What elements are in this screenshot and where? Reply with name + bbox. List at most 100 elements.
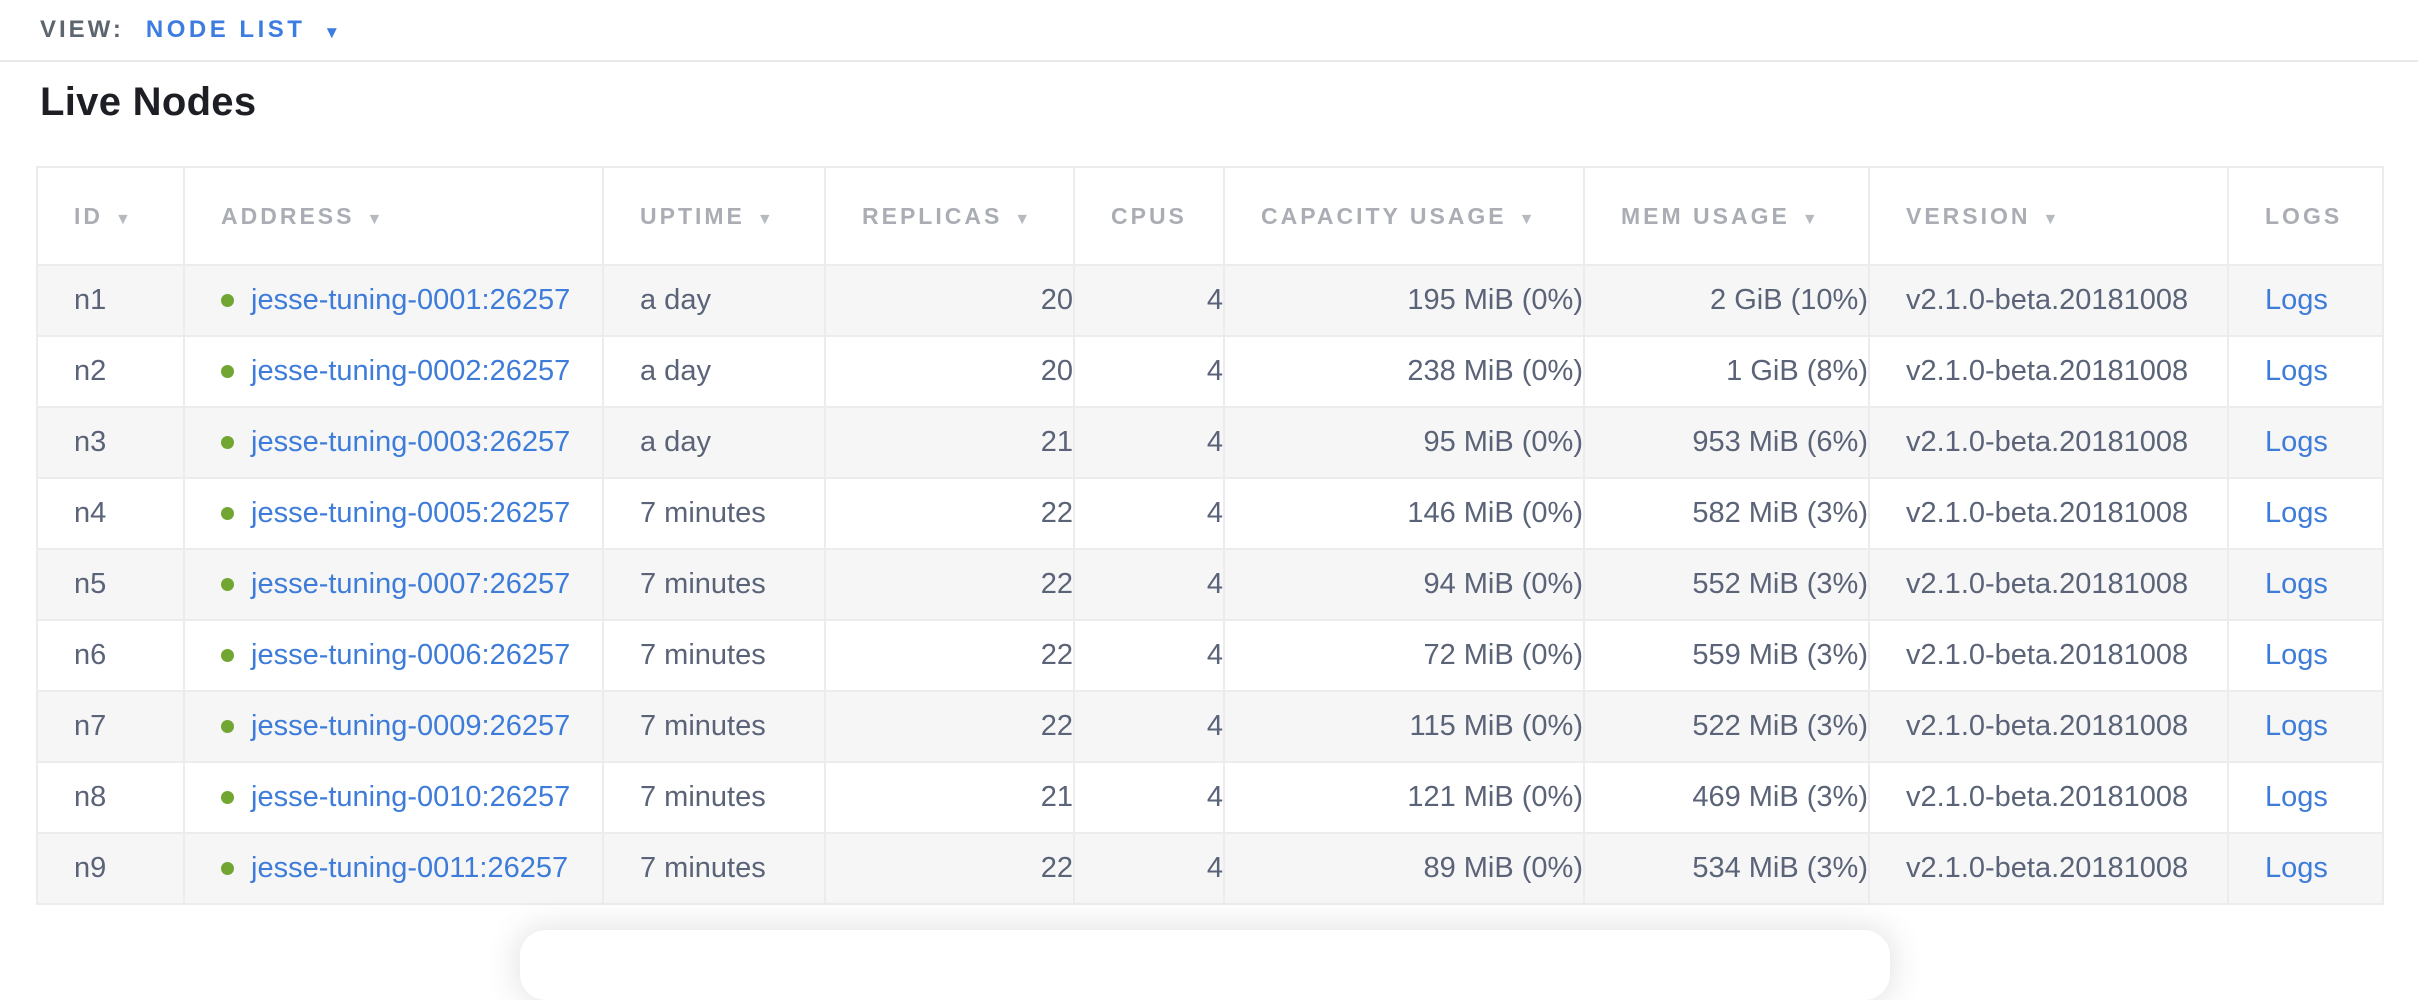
cell-replicas: 20 — [824, 264, 1075, 337]
cell-uptime: 7 minutes — [602, 548, 826, 621]
column-label: REPLICAS — [862, 202, 1003, 229]
column-header-capacity[interactable]: CAPACITY USAGE ▼ — [1223, 166, 1585, 266]
cell-version: v2.1.0-beta.20181008 — [1868, 619, 2229, 692]
page-title: Live Nodes — [40, 80, 257, 124]
cell-address: jesse-tuning-0009:26257 — [183, 690, 604, 763]
logs-link[interactable]: Logs — [2265, 497, 2328, 529]
cell-replicas: 22 — [824, 477, 1075, 550]
cell-replicas: 21 — [824, 406, 1075, 479]
sort-desc-icon: ▼ — [1014, 210, 1034, 228]
cell-cpus: 4 — [1073, 335, 1225, 408]
cell-logs: Logs — [2227, 619, 2384, 692]
logs-link[interactable]: Logs — [2265, 710, 2328, 742]
cell-uptime: a day — [602, 264, 826, 337]
cell-version: v2.1.0-beta.20181008 — [1868, 477, 2229, 550]
cell-address: jesse-tuning-0003:26257 — [183, 406, 604, 479]
cell-version: v2.1.0-beta.20181008 — [1868, 548, 2229, 621]
logs-link[interactable]: Logs — [2265, 781, 2328, 813]
table-header: ID ▼ ADDRESS ▼ UPTIME ▼ REPLICAS ▼ CPUS CAPACITY … — [36, 166, 2384, 266]
logs-link[interactable]: Logs — [2265, 852, 2328, 884]
column-header-mem[interactable]: MEM USAGE ▼ — [1583, 166, 1870, 266]
node-live-status-dot-icon — [221, 862, 234, 875]
cell-logs: Logs — [2227, 690, 2384, 763]
cell-capacity: 121 MiB (0%) — [1223, 761, 1585, 834]
cell-version: v2.1.0-beta.20181008 — [1868, 690, 2229, 763]
node-address-link[interactable]: jesse-tuning-0005:26257 — [251, 497, 571, 529]
column-label: CAPACITY USAGE — [1261, 202, 1507, 229]
sort-desc-icon: ▼ — [366, 210, 386, 228]
cell-capacity: 115 MiB (0%) — [1223, 690, 1585, 763]
cell-replicas: 20 — [824, 335, 1075, 408]
node-address-link[interactable]: jesse-tuning-0009:26257 — [251, 710, 571, 742]
cell-uptime: 7 minutes — [602, 832, 826, 905]
table-body: n1 jesse-tuning-0001:26257 a day 20 4 195 MiB… — [36, 264, 2384, 905]
table-row: n3 jesse-tuning-0003:26257 a day 21 4 95 MiB … — [36, 406, 2384, 479]
logs-link[interactable]: Logs — [2265, 284, 2328, 316]
cell-id: n3 — [36, 406, 185, 479]
address-cell: jesse-tuning-0009:26257 — [221, 710, 601, 743]
column-header-replicas[interactable]: REPLICAS ▼ — [824, 166, 1075, 266]
logs-link[interactable]: Logs — [2265, 568, 2328, 600]
cell-logs: Logs — [2227, 406, 2384, 479]
node-address-link[interactable]: jesse-tuning-0001:26257 — [251, 284, 571, 316]
address-cell: jesse-tuning-0001:26257 — [221, 284, 601, 317]
column-header-address[interactable]: ADDRESS ▼ — [183, 166, 604, 266]
column-label: LOGS — [2265, 202, 2343, 229]
view-mode-dropdown[interactable]: NODE LIST ▼ — [146, 16, 340, 44]
view-mode-selected: NODE LIST — [145, 16, 306, 43]
column-label: MEM USAGE — [1621, 202, 1790, 229]
node-address-link[interactable]: jesse-tuning-0010:26257 — [251, 781, 571, 813]
column-header-uptime[interactable]: UPTIME ▼ — [602, 166, 826, 266]
cell-uptime: 7 minutes — [602, 477, 826, 550]
cell-uptime: 7 minutes — [602, 690, 826, 763]
cell-id: n4 — [36, 477, 185, 550]
cell-logs: Logs — [2227, 761, 2384, 834]
cell-address: jesse-tuning-0007:26257 — [183, 548, 604, 621]
logs-link[interactable]: Logs — [2265, 639, 2328, 671]
cell-uptime: a day — [602, 335, 826, 408]
cell-mem: 1 GiB (8%) — [1583, 335, 1870, 408]
cell-address: jesse-tuning-0006:26257 — [183, 619, 604, 692]
address-cell: jesse-tuning-0010:26257 — [221, 781, 601, 814]
node-live-status-dot-icon — [221, 791, 234, 804]
logs-link[interactable]: Logs — [2265, 426, 2328, 458]
cell-replicas: 22 — [824, 832, 1075, 905]
node-live-status-dot-icon — [221, 365, 234, 378]
node-address-link[interactable]: jesse-tuning-0003:26257 — [251, 426, 571, 458]
cell-logs: Logs — [2227, 548, 2384, 621]
cell-capacity: 95 MiB (0%) — [1223, 406, 1585, 479]
column-label: VERSION — [1906, 202, 2031, 229]
sort-desc-icon: ▼ — [1518, 210, 1538, 228]
cell-address: jesse-tuning-0010:26257 — [183, 761, 604, 834]
sort-desc-icon: ▼ — [115, 210, 134, 228]
cell-mem: 469 MiB (3%) — [1583, 761, 1870, 834]
cell-cpus: 4 — [1073, 690, 1225, 763]
cell-replicas: 22 — [824, 690, 1075, 763]
cell-version: v2.1.0-beta.20181008 — [1868, 406, 2229, 479]
cell-capacity: 94 MiB (0%) — [1223, 548, 1585, 621]
cell-mem: 953 MiB (6%) — [1583, 406, 1870, 479]
chevron-down-icon: ▼ — [323, 22, 341, 42]
cell-id: n5 — [36, 548, 185, 621]
cell-cpus: 4 — [1073, 477, 1225, 550]
node-address-link[interactable]: jesse-tuning-0007:26257 — [251, 568, 571, 600]
sort-desc-icon: ▼ — [756, 210, 776, 228]
cell-id: n7 — [36, 690, 185, 763]
cell-capacity: 146 MiB (0%) — [1223, 477, 1585, 550]
column-header-id[interactable]: ID ▼ — [36, 166, 185, 266]
cell-id: n2 — [36, 335, 185, 408]
node-address-link[interactable]: jesse-tuning-0011:26257 — [251, 852, 569, 884]
cell-replicas: 21 — [824, 761, 1075, 834]
node-address-link[interactable]: jesse-tuning-0006:26257 — [251, 639, 571, 671]
address-cell: jesse-tuning-0007:26257 — [221, 568, 601, 601]
cell-mem: 522 MiB (3%) — [1583, 690, 1870, 763]
cell-capacity: 72 MiB (0%) — [1223, 619, 1585, 692]
node-address-link[interactable]: jesse-tuning-0002:26257 — [251, 355, 571, 387]
sort-desc-icon: ▼ — [1801, 210, 1821, 228]
cell-address: jesse-tuning-0001:26257 — [183, 264, 604, 337]
cell-address: jesse-tuning-0005:26257 — [183, 477, 604, 550]
column-header-version[interactable]: VERSION ▼ — [1868, 166, 2229, 266]
cell-id: n9 — [36, 832, 185, 905]
table-row: n9 jesse-tuning-0011:26257 7 minutes 22 4 89 … — [36, 832, 2384, 905]
logs-link[interactable]: Logs — [2265, 355, 2328, 387]
